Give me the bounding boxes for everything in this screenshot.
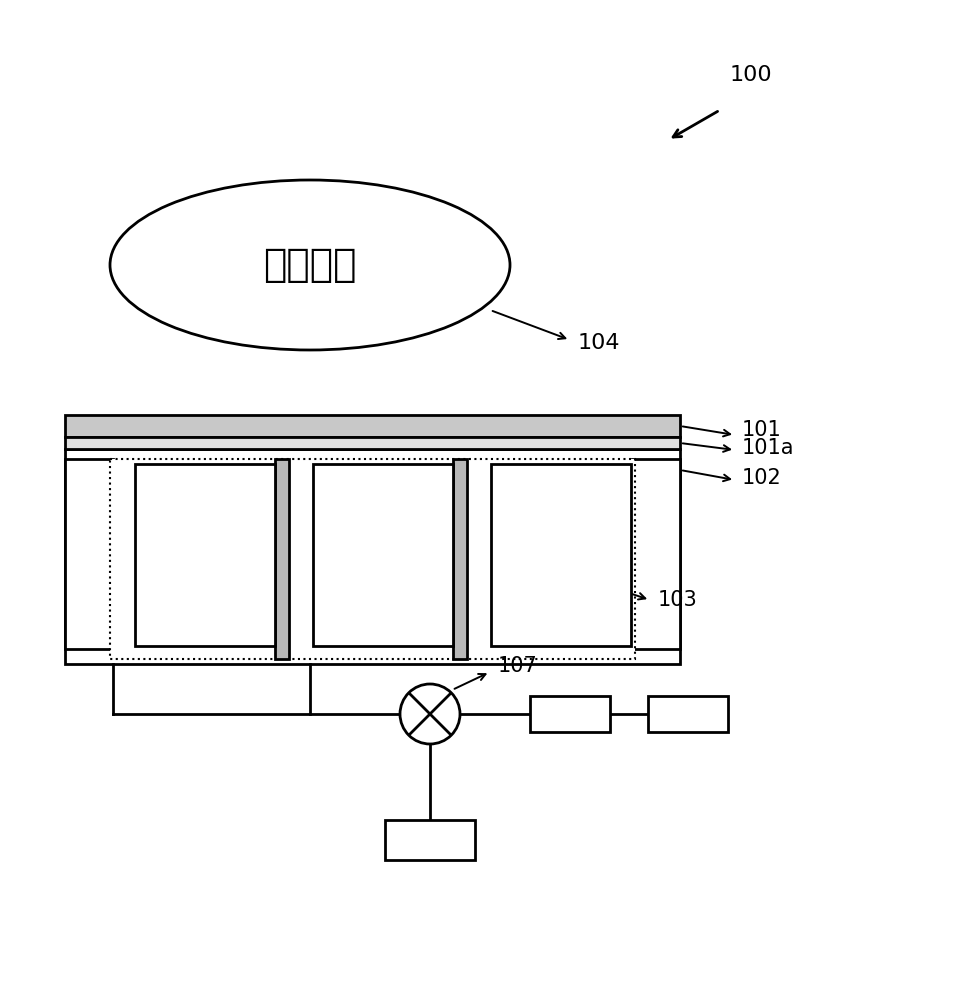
Bar [65,415,680,437]
Bar [530,696,610,732]
Bar [65,437,680,449]
Bar [65,459,113,649]
Text: 107: 107 [498,656,538,676]
Bar [385,820,475,860]
Circle shape [400,684,460,744]
Text: 105: 105 [550,704,590,724]
Text: 101a: 101a [742,438,794,458]
Ellipse shape [110,180,510,350]
Bar [110,459,635,659]
Bar [275,459,289,659]
Bar [491,464,631,646]
Text: 101: 101 [742,420,781,440]
Bar [632,459,680,649]
Bar [135,464,275,646]
Bar [453,459,467,659]
Text: 等离子体: 等离子体 [264,246,356,284]
Bar [313,464,453,646]
Text: 104: 104 [578,333,620,353]
Text: 103: 103 [658,590,697,610]
Bar [648,696,728,732]
Text: 108: 108 [411,830,450,850]
Text: 102: 102 [742,468,781,488]
Bar [65,449,680,664]
Text: 100: 100 [730,65,773,85]
Text: 106: 106 [668,704,708,724]
